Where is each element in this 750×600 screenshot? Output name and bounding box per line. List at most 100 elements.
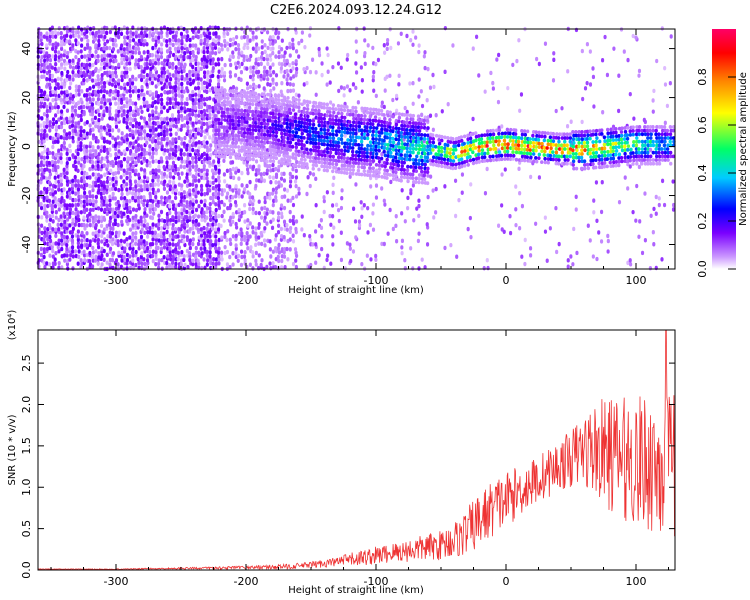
noise-cell xyxy=(137,46,141,52)
noise-cell xyxy=(39,205,44,211)
noise-cell xyxy=(68,124,72,130)
ridge-cell xyxy=(360,172,364,177)
noise-cell xyxy=(191,49,195,55)
noise-cell xyxy=(337,26,341,31)
noise-cell xyxy=(165,43,169,48)
noise-cell xyxy=(139,131,143,136)
ridge-cell xyxy=(365,151,369,155)
noise-cell xyxy=(168,140,172,145)
noise-cell xyxy=(157,226,161,231)
ridge-cell xyxy=(285,125,289,130)
noise-cell xyxy=(53,113,58,118)
noise-cell xyxy=(200,214,204,219)
ridge-cell xyxy=(379,123,384,128)
noise-cell xyxy=(243,234,247,240)
noise-cell xyxy=(176,171,180,177)
noise-cell xyxy=(60,81,64,86)
noise-cell xyxy=(180,141,184,146)
noise-cell xyxy=(254,226,258,231)
noise-cell xyxy=(60,90,64,95)
noise-cell xyxy=(208,250,212,255)
noise-cell xyxy=(191,156,195,161)
ridge-cell xyxy=(274,126,278,131)
noise-cell xyxy=(176,127,181,132)
noise-cell xyxy=(145,61,149,67)
noise-cell xyxy=(363,38,367,43)
noise-cell xyxy=(108,219,112,224)
noise-cell xyxy=(151,151,155,156)
noise-cell xyxy=(140,88,144,93)
noise-cell xyxy=(82,109,86,115)
ridge-cell xyxy=(288,147,293,152)
noise-cell xyxy=(166,108,170,114)
noise-cell xyxy=(214,62,218,67)
noise-cell xyxy=(71,210,75,216)
ridge-cell xyxy=(385,132,389,136)
noise-cell xyxy=(86,53,90,59)
ridge-cell xyxy=(374,162,379,167)
ridge-cell xyxy=(231,148,235,153)
noise-cell xyxy=(59,53,63,58)
ridge-cell xyxy=(217,91,221,96)
noise-cell xyxy=(128,174,132,180)
noise-cell xyxy=(174,72,178,78)
noise-cell xyxy=(143,124,147,129)
noise-cell xyxy=(108,215,113,221)
noise-cell xyxy=(129,148,133,154)
noise-cell xyxy=(259,215,264,220)
noise-cell xyxy=(311,172,316,177)
ridge-cell xyxy=(302,135,306,140)
ridge-cell xyxy=(239,90,243,95)
noise-cell xyxy=(103,97,107,102)
noise-cell xyxy=(42,254,46,260)
noise-cell xyxy=(343,266,347,271)
noise-cell xyxy=(131,123,135,129)
noise-cell xyxy=(54,167,58,173)
noise-cell xyxy=(363,61,367,67)
ridge-cell xyxy=(305,110,309,115)
noise-cell xyxy=(180,101,184,106)
noise-cell xyxy=(248,191,252,197)
noise-cell xyxy=(148,117,152,122)
noise-cell xyxy=(139,144,143,149)
ridge-cell xyxy=(265,111,269,115)
noise-cell xyxy=(45,176,49,181)
ridge-cell xyxy=(248,146,253,151)
noise-cell xyxy=(154,256,158,261)
noise-cell xyxy=(193,105,198,111)
noise-cell xyxy=(137,172,141,178)
noise-cell xyxy=(183,50,187,56)
noise-cell xyxy=(109,152,113,158)
noise-cell xyxy=(308,237,312,243)
noise-cell xyxy=(295,66,299,72)
ridge-cell xyxy=(266,122,270,126)
ridge-cell xyxy=(262,158,266,163)
noise-cell xyxy=(154,190,158,196)
noise-cell xyxy=(99,125,103,130)
noise-cell xyxy=(116,170,121,175)
noise-cell xyxy=(82,199,86,204)
noise-cell xyxy=(100,54,104,59)
ridge-cell xyxy=(380,175,384,179)
noise-cell xyxy=(40,62,44,68)
noise-cell xyxy=(45,43,49,48)
noise-cell xyxy=(48,150,52,156)
noise-cell xyxy=(191,209,195,214)
noise-cell xyxy=(268,174,272,180)
noise-cell xyxy=(88,207,93,213)
ridge-cell xyxy=(277,153,282,157)
ridge-cell xyxy=(216,103,221,107)
noise-cell xyxy=(94,222,98,228)
noise-cell xyxy=(146,187,150,192)
noise-cell xyxy=(259,230,263,236)
noise-cell xyxy=(82,70,86,75)
noise-cell xyxy=(263,243,267,248)
noise-cell xyxy=(251,225,255,230)
noise-cell xyxy=(117,97,121,102)
noise-cell xyxy=(139,244,144,250)
noise-cell xyxy=(125,117,130,122)
noise-cell xyxy=(131,246,135,251)
noise-cell xyxy=(156,61,161,66)
noise-cell xyxy=(139,178,143,184)
noise-cell xyxy=(105,139,109,144)
